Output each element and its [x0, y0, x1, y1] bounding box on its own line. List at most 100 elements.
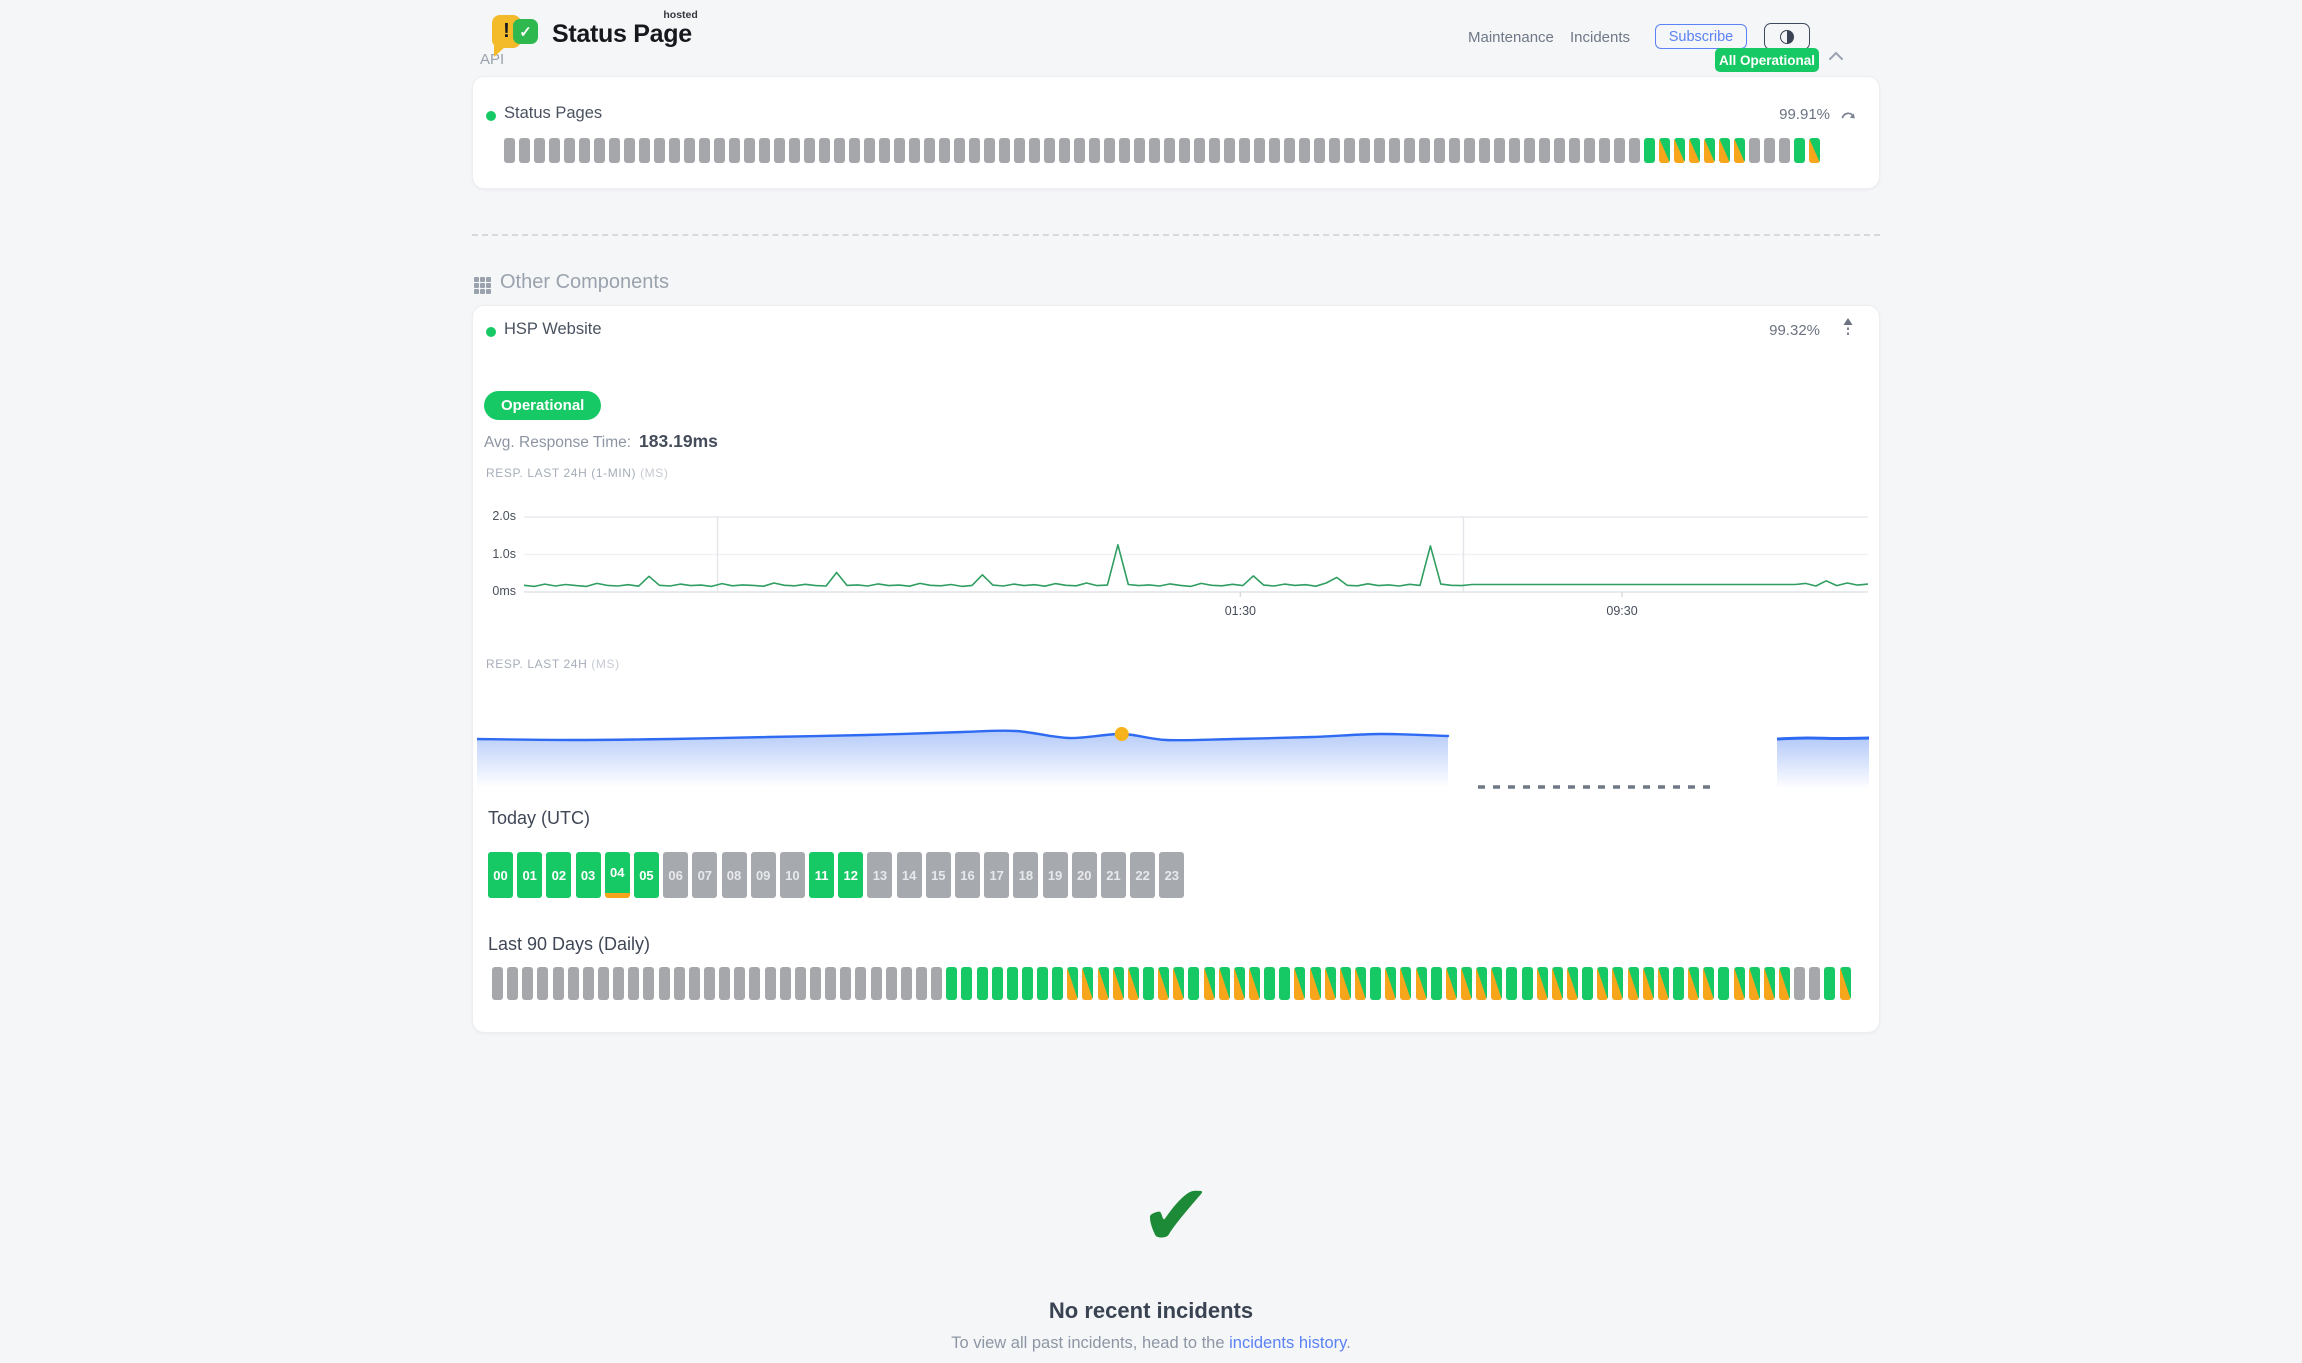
hour-block[interactable]: 11 [809, 852, 835, 898]
uptime-bar[interactable] [1582, 967, 1594, 1000]
uptime-bar[interactable] [1294, 967, 1306, 1000]
uptime-bar[interactable] [1188, 967, 1200, 1000]
uptime-bar[interactable] [1194, 138, 1205, 163]
uptime-bar[interactable] [1703, 967, 1715, 1000]
nav-maintenance[interactable]: Maintenance [1468, 29, 1554, 46]
subscribe-button[interactable]: Subscribe [1655, 24, 1747, 49]
uptime-bar[interactable] [1374, 138, 1385, 163]
uptime-bar[interactable] [609, 138, 620, 163]
uptime-bar[interactable] [1719, 138, 1730, 163]
uptime-bar[interactable] [1006, 967, 1018, 1000]
uptime-bar[interactable] [507, 967, 519, 1000]
uptime-bar[interactable] [984, 138, 995, 163]
hour-block[interactable]: 15 [925, 852, 951, 898]
uptime-bar[interactable] [1689, 138, 1700, 163]
uptime-bar[interactable] [1627, 967, 1639, 1000]
uptime-bar[interactable] [1824, 967, 1836, 1000]
uptime-bar[interactable] [804, 138, 815, 163]
uptime-bar[interactable] [1521, 967, 1533, 1000]
uptime-bar[interactable] [1400, 967, 1412, 1000]
uptime-bar[interactable] [1224, 138, 1235, 163]
uptime-bar[interactable] [1657, 967, 1669, 1000]
uptime-bar[interactable] [1179, 138, 1190, 163]
uptime-bar[interactable] [719, 967, 731, 1000]
uptime-bar[interactable] [1688, 967, 1700, 1000]
uptime-bar[interactable] [1158, 967, 1170, 1000]
uptime-bar[interactable] [1279, 967, 1291, 1000]
uptime-bar[interactable] [1464, 138, 1475, 163]
uptime-bar[interactable] [991, 967, 1003, 1000]
uptime-bar[interactable] [879, 138, 890, 163]
hour-block[interactable]: 02 [546, 852, 572, 898]
uptime-bar[interactable] [654, 138, 665, 163]
uptime-bar[interactable] [1494, 138, 1505, 163]
uptime-bar[interactable] [1569, 138, 1580, 163]
uptime-bar[interactable] [1264, 967, 1276, 1000]
uptime-bar[interactable] [870, 967, 882, 1000]
uptime-bar[interactable] [834, 138, 845, 163]
uptime-bar[interactable] [1597, 967, 1609, 1000]
uptime-bar[interactable] [1404, 138, 1415, 163]
uptime-bar[interactable] [688, 967, 700, 1000]
uptime-bar[interactable] [1524, 138, 1535, 163]
uptime-bar[interactable] [1143, 967, 1155, 1000]
hour-block[interactable]: 13 [867, 852, 893, 898]
uptime-bar[interactable] [1809, 138, 1820, 163]
uptime-bar[interactable] [1763, 967, 1775, 1000]
uptime-bar[interactable] [564, 138, 575, 163]
uptime-bar[interactable] [579, 138, 590, 163]
uptime-bar[interactable] [1097, 967, 1109, 1000]
hour-block[interactable]: 19 [1042, 852, 1068, 898]
uptime-bar[interactable] [1173, 967, 1185, 1000]
uptime-bar[interactable] [1809, 967, 1821, 1000]
uptime-bar[interactable] [1021, 967, 1033, 1000]
uptime-bar[interactable] [1644, 138, 1655, 163]
response-chart-24h-1min[interactable] [524, 509, 1868, 599]
uptime-bar[interactable] [1037, 967, 1049, 1000]
uptime-bar[interactable] [915, 967, 927, 1000]
uptime-bar[interactable] [1748, 967, 1760, 1000]
uptime-bar[interactable] [1509, 138, 1520, 163]
uptime-bar[interactable] [909, 138, 920, 163]
uptime-bar[interactable] [976, 967, 988, 1000]
uptime-bar[interactable] [809, 967, 821, 1000]
uptime-bar[interactable] [1779, 138, 1790, 163]
uptime-bar[interactable] [931, 967, 943, 1000]
uptime-bar[interactable] [537, 967, 549, 1000]
uptime-bar[interactable] [789, 138, 800, 163]
uptime-bar[interactable] [613, 967, 625, 1000]
uptime-bar[interactable] [1629, 138, 1640, 163]
uptime-bar[interactable] [1059, 138, 1070, 163]
uptime-bar[interactable] [1385, 967, 1397, 1000]
uptime-bar[interactable] [1284, 138, 1295, 163]
uptime-bar[interactable] [885, 967, 897, 1000]
uptime-bar[interactable] [840, 967, 852, 1000]
expand-arrow-icon[interactable] [1841, 317, 1855, 337]
uptime-bars-status-pages[interactable] [504, 138, 1820, 163]
uptime-bar[interactable] [669, 138, 680, 163]
uptime-bar[interactable] [1112, 967, 1124, 1000]
uptime-bar[interactable] [597, 967, 609, 1000]
uptime-bar[interactable] [519, 138, 530, 163]
uptime-bar[interactable] [825, 967, 837, 1000]
uptime-bar[interactable] [1074, 138, 1085, 163]
hour-block[interactable]: 17 [984, 852, 1010, 898]
uptime-bar[interactable] [1491, 967, 1503, 1000]
uptime-bar[interactable] [734, 967, 746, 1000]
incidents-history-link[interactable]: incidents history [1229, 1334, 1347, 1352]
uptime-bar[interactable] [1269, 138, 1280, 163]
uptime-bar[interactable] [1734, 138, 1745, 163]
uptime-bar[interactable] [1419, 138, 1430, 163]
uptime-bar[interactable] [1149, 138, 1160, 163]
hour-block[interactable]: 08 [721, 852, 747, 898]
uptime-bar[interactable] [1014, 138, 1025, 163]
hour-block[interactable]: 23 [1159, 852, 1185, 898]
uptime-bar[interactable] [1614, 138, 1625, 163]
uptime-bar[interactable] [1355, 967, 1367, 1000]
uptime-bar[interactable] [643, 967, 655, 1000]
uptime-bar[interactable] [522, 967, 534, 1000]
uptime-bar[interactable] [1612, 967, 1624, 1000]
uptime-bar[interactable] [1370, 967, 1382, 1000]
uptime-bar[interactable] [699, 138, 710, 163]
uptime-bar[interactable] [594, 138, 605, 163]
